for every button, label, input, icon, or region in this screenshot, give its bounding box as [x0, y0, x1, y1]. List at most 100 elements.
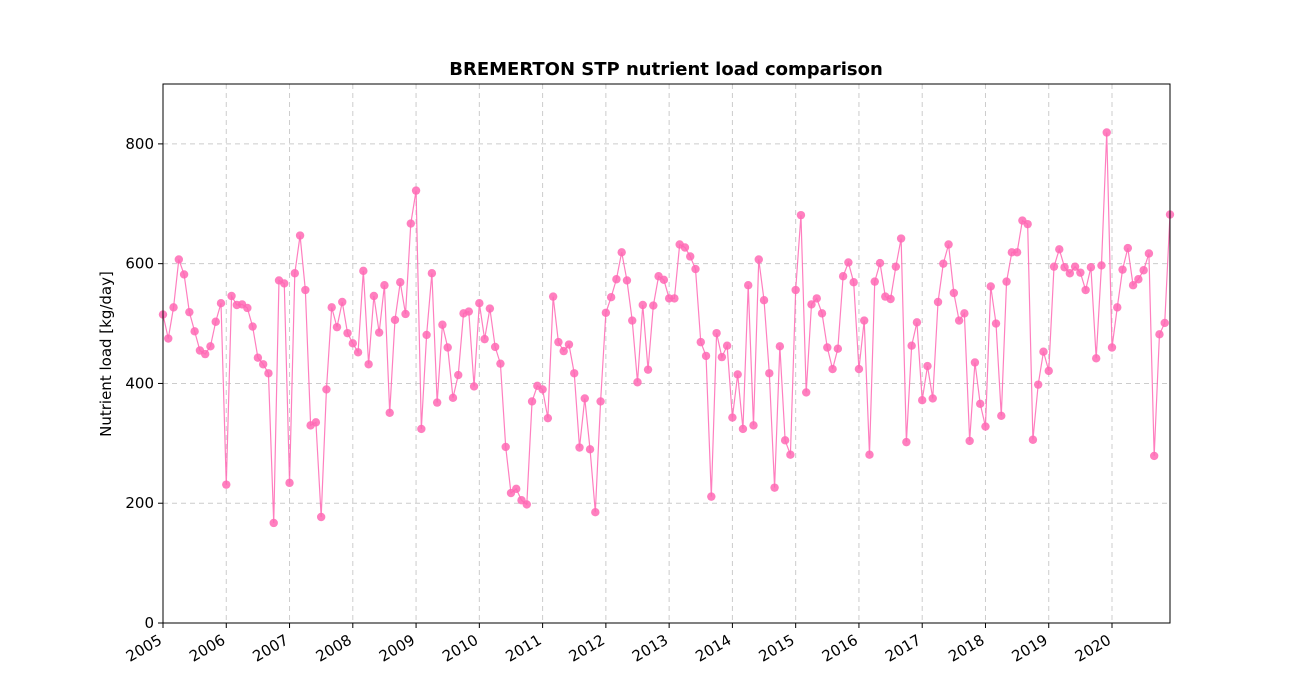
data-point	[490, 342, 500, 352]
data-point	[1012, 248, 1022, 257]
data-point	[786, 450, 795, 459]
data-point	[933, 297, 943, 307]
data-point	[332, 322, 342, 332]
data-point	[1002, 277, 1011, 286]
data-point	[185, 307, 194, 317]
data-point	[464, 307, 473, 316]
data-point	[164, 334, 173, 343]
data-point	[670, 294, 679, 303]
data-point	[390, 315, 400, 325]
data-point	[432, 398, 442, 407]
data-point	[1076, 268, 1085, 277]
data-point	[411, 186, 421, 195]
data-point	[385, 408, 394, 417]
data-point	[696, 337, 705, 347]
data-point	[190, 327, 199, 336]
data-point	[923, 361, 932, 371]
data-point	[970, 358, 980, 367]
data-point	[258, 360, 268, 369]
data-point	[1091, 354, 1101, 363]
data-point	[701, 351, 711, 361]
data-point	[759, 295, 769, 305]
data-point	[369, 291, 379, 301]
data-point	[496, 359, 505, 368]
data-point	[480, 334, 489, 344]
data-point	[1081, 285, 1090, 295]
data-point	[707, 492, 716, 501]
data-point	[522, 500, 531, 509]
data-point	[295, 231, 305, 240]
data-point	[216, 298, 226, 308]
data-point	[364, 360, 373, 369]
data-point	[353, 348, 363, 357]
data-point	[211, 317, 220, 326]
data-point	[954, 316, 964, 325]
data-point	[554, 337, 563, 347]
data-point	[722, 341, 732, 350]
data-point	[780, 436, 790, 445]
data-point	[796, 210, 806, 220]
data-point	[422, 330, 431, 340]
data-point	[316, 512, 326, 522]
data-point	[548, 292, 558, 301]
data-point	[1049, 262, 1059, 271]
data-point	[733, 370, 742, 379]
data-point	[1134, 275, 1143, 284]
data-point	[585, 445, 595, 454]
series-layer	[158, 128, 1175, 528]
data-point	[643, 365, 653, 374]
data-point	[374, 328, 384, 337]
data-point	[1123, 243, 1133, 253]
data-point	[1113, 303, 1122, 312]
data-point	[638, 300, 647, 310]
data-point	[527, 397, 537, 406]
data-point	[870, 277, 879, 286]
data-point	[1128, 281, 1138, 290]
data-point	[844, 258, 853, 267]
data-point	[269, 518, 278, 528]
data-point	[1097, 261, 1106, 270]
data-point	[981, 422, 990, 431]
data-point	[738, 424, 748, 434]
y-tick-label: 200	[125, 494, 154, 512]
data-point	[253, 353, 263, 362]
data-point	[327, 303, 336, 312]
data-point	[838, 272, 848, 281]
data-point	[775, 342, 785, 351]
data-point	[833, 344, 843, 353]
y-tick-label: 0	[144, 614, 154, 632]
data-point	[559, 346, 568, 356]
data-point	[301, 285, 310, 295]
data-point	[791, 285, 800, 295]
data-point	[485, 304, 495, 313]
data-point	[206, 342, 215, 351]
data-point	[728, 413, 737, 422]
y-axis-label: Nutrient load [kg/day]	[97, 271, 115, 437]
data-point	[543, 413, 553, 423]
data-point	[712, 328, 721, 338]
data-point	[290, 269, 300, 278]
data-point	[311, 418, 321, 427]
data-point	[849, 278, 858, 287]
data-point	[807, 300, 816, 309]
data-point	[338, 297, 347, 307]
data-point	[359, 266, 368, 276]
data-point	[1149, 451, 1159, 461]
data-point	[1055, 245, 1064, 254]
data-point	[469, 382, 479, 391]
data-point	[633, 378, 642, 387]
data-point	[891, 262, 901, 271]
data-point	[997, 411, 1006, 420]
plot-frame	[162, 83, 1171, 624]
y-tick-label: 400	[125, 374, 154, 392]
data-point	[406, 219, 415, 228]
data-point	[580, 394, 589, 403]
data-point	[939, 259, 948, 268]
data-point	[179, 270, 189, 279]
data-point	[912, 318, 922, 327]
data-point	[617, 248, 626, 257]
data-point	[686, 252, 695, 261]
data-point	[401, 309, 410, 319]
data-point	[596, 397, 605, 406]
data-point	[564, 340, 574, 349]
